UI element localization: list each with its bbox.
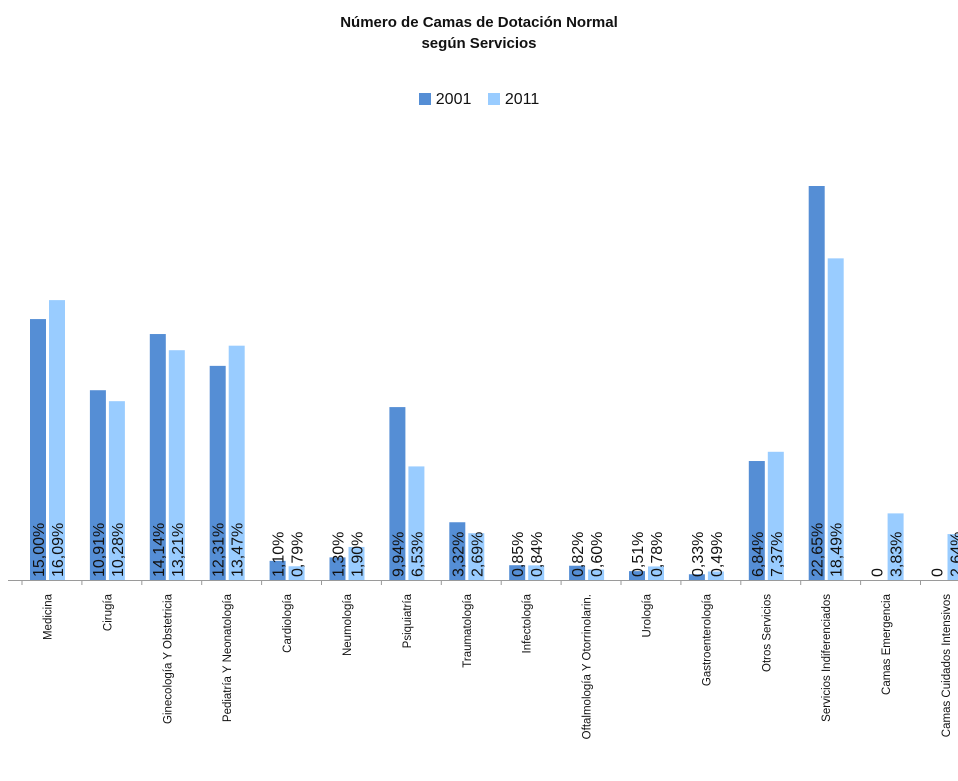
bar-2001-13 (808, 186, 825, 580)
data-label-2011-9: 0,60% (589, 532, 606, 577)
data-label-2001-7: 3,32% (450, 532, 467, 577)
bar-2011-14 (887, 513, 904, 580)
bar-2011-12 (767, 451, 784, 580)
legend-label-2001: 2001 (435, 91, 472, 108)
data-label-2001-6: 9,94% (390, 532, 407, 577)
bar-2001-6 (389, 407, 406, 580)
category-label-4: Cardiología (282, 593, 294, 652)
bar-2011-10 (648, 566, 664, 580)
data-label-2001-2: 14,14% (151, 523, 168, 577)
category-label-6: Psiquiatría (402, 593, 414, 648)
bar-2011-1 (108, 401, 125, 580)
category-label-8: Infectología (522, 593, 534, 653)
bar-2011-6 (408, 466, 425, 580)
bar-2001-0 (30, 319, 46, 580)
chart-title-line-2: según Servicios (421, 35, 537, 52)
bar-2001-12 (748, 461, 765, 580)
data-label-2011-7: 2,69% (469, 532, 486, 577)
bar-2011-7 (468, 533, 485, 580)
category-label-12: Otros Servicios (761, 594, 773, 672)
bar-2001-7 (449, 522, 466, 580)
category-label-7: Traumatología (462, 593, 474, 667)
bar-2001-2 (149, 334, 166, 580)
data-label-2011-10: 0,78% (649, 532, 666, 577)
data-label-2011-1: 10,28% (110, 523, 127, 577)
data-label-2011-5: 1,90% (350, 532, 367, 577)
bar-2001-5 (329, 557, 346, 580)
category-label-15: Camas Cuidados Intensivos (941, 594, 953, 737)
legend-entry-2001: 2001 (418, 91, 472, 109)
data-label-2011-3: 13,47% (230, 523, 247, 577)
category-label-9: Oftalmología Y Otorrinolarin. (582, 594, 594, 739)
bar-2001-4 (269, 560, 286, 580)
category-label-11: Gastroenterología (701, 593, 713, 686)
bar-2001-9 (569, 565, 586, 580)
legend: 2001 2011 (0, 91, 958, 109)
bar-2011-15 (947, 534, 958, 580)
data-label-2001-3: 12,31% (211, 523, 228, 577)
bar-2011-5 (348, 546, 365, 580)
data-label-2001-15: 0 (930, 568, 947, 577)
legend-label-2011: 2011 (504, 91, 540, 108)
bar-2011-2 (168, 350, 185, 580)
data-label-2001-4: 1,10% (271, 532, 288, 577)
category-label-3: Pediatría Y Neonatología (222, 593, 234, 722)
bar-2001-8 (509, 565, 526, 580)
category-label-10: Urología (642, 593, 654, 637)
data-label-2001-14: 0 (870, 568, 887, 577)
data-label-2001-12: 6,84% (750, 532, 767, 577)
category-label-14: Camas Emergencia (881, 593, 893, 695)
legend-swatch-2001 (418, 93, 431, 105)
bar-2011-4 (288, 566, 305, 580)
data-label-2001-9: 0,82% (570, 532, 587, 577)
data-label-2011-12: 7,37% (769, 532, 786, 577)
data-label-2001-0: 15,00% (31, 523, 48, 577)
category-label-1: Cirugía (102, 593, 114, 631)
bar-2011-8 (528, 565, 545, 580)
data-label-2001-8: 0,85% (510, 532, 527, 577)
data-label-2001-13: 22,65% (810, 523, 827, 577)
data-label-2011-0: 16,09% (50, 523, 67, 577)
data-label-2001-5: 1,30% (331, 532, 348, 577)
data-label-2011-15: 2,64% (949, 532, 958, 577)
category-label-0: Medicina (43, 593, 55, 640)
bar-2011-13 (827, 258, 844, 580)
bar-2001-3 (209, 365, 226, 580)
chart-title: Número de Camas de Dotación Normal según… (0, 12, 958, 54)
category-label-2: Ginecología Y Obstetricia (162, 593, 174, 724)
chart-title-line-1: Número de Camas de Dotación Normal (340, 14, 618, 31)
legend-entry-2011: 2011 (487, 91, 540, 109)
bar-2011-9 (588, 569, 605, 580)
data-label-2011-13: 18,49% (829, 523, 846, 577)
data-label-2011-6: 6,53% (409, 532, 426, 577)
bar-2001-1 (89, 390, 106, 580)
bar-2011-0 (49, 300, 65, 580)
category-label-13: Servicios Indiferenciados (821, 594, 833, 722)
data-label-2001-11: 0,33% (690, 532, 707, 577)
bar-2011-11 (707, 571, 724, 580)
category-label-5: Neumología (342, 593, 354, 656)
data-label-2011-11: 0,49% (709, 532, 726, 577)
data-label-2011-8: 0,84% (529, 532, 546, 577)
legend-swatch-2011 (487, 93, 500, 105)
data-label-2011-2: 13,21% (170, 523, 187, 577)
bar-2001-10 (629, 571, 645, 580)
data-label-2001-10: 0,51% (630, 532, 647, 577)
data-label-2011-14: 3,83% (889, 532, 906, 577)
data-label-2001-1: 10,91% (91, 523, 108, 577)
bar-2011-3 (228, 345, 245, 580)
data-label-2011-4: 0,79% (290, 532, 307, 577)
bar-2001-11 (688, 574, 705, 580)
